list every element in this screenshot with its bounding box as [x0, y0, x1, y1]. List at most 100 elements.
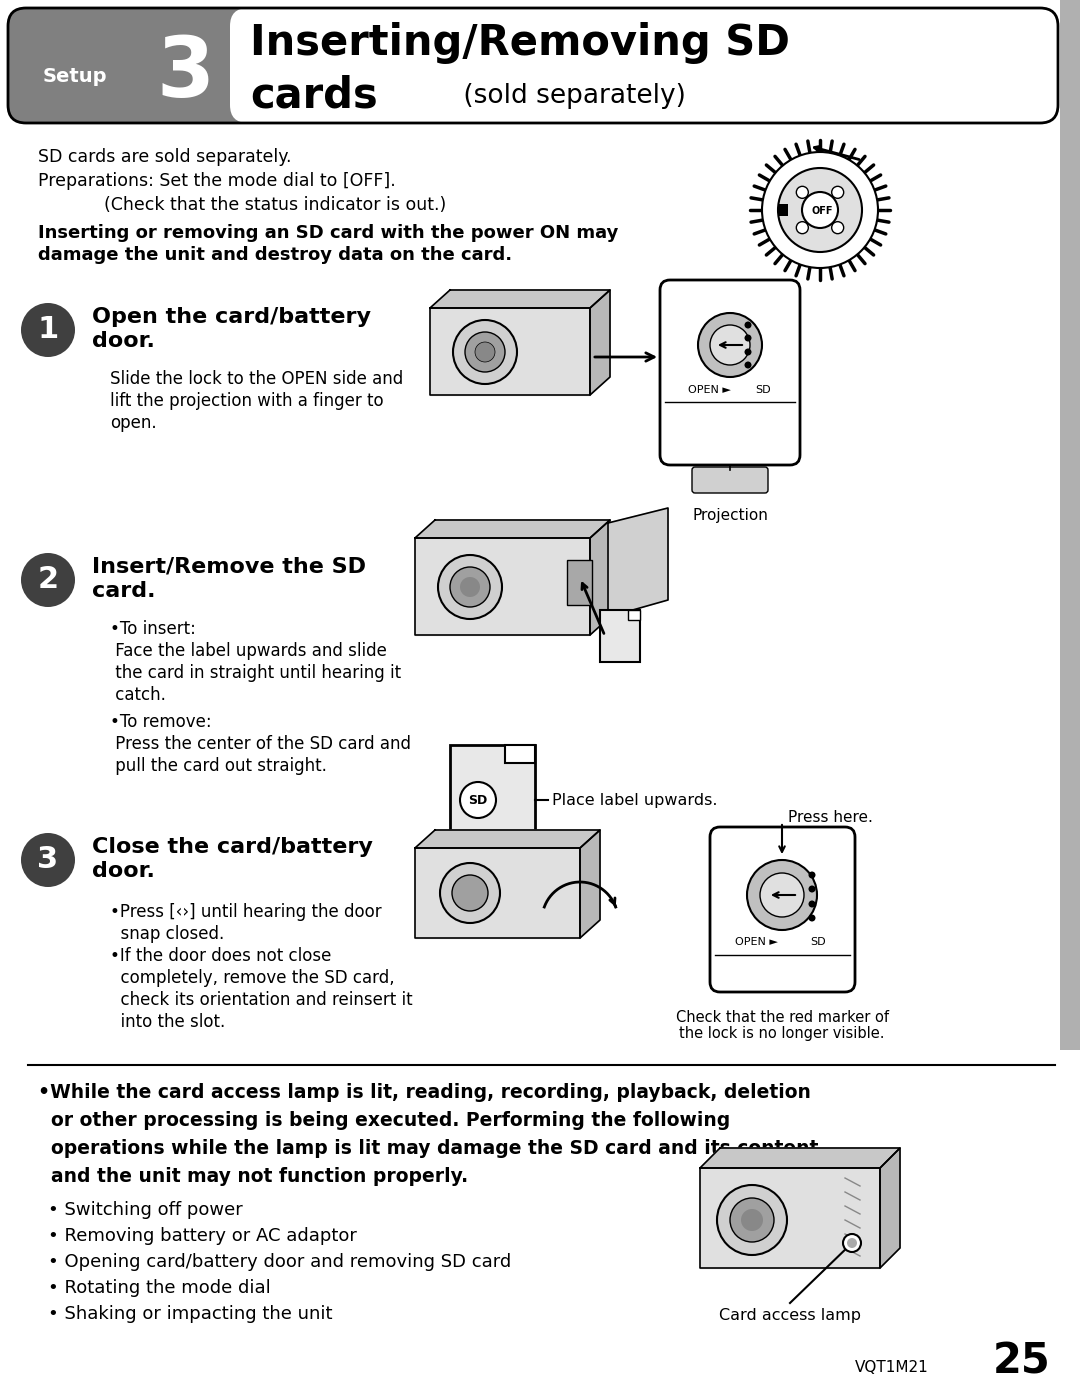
- Text: SD: SD: [469, 793, 488, 806]
- Text: OPEN ►: OPEN ►: [735, 937, 778, 947]
- Circle shape: [460, 782, 496, 819]
- Text: Inserting/Removing SD: Inserting/Removing SD: [249, 22, 789, 64]
- Text: 1: 1: [38, 316, 58, 345]
- Text: 3: 3: [156, 32, 214, 113]
- Text: Projection: Projection: [692, 509, 768, 522]
- FancyBboxPatch shape: [692, 467, 768, 493]
- Bar: [600, 610, 640, 662]
- Text: SD cards are sold separately.: SD cards are sold separately.: [38, 148, 292, 166]
- FancyBboxPatch shape: [230, 8, 1058, 123]
- Text: •To remove:: •To remove:: [110, 712, 212, 731]
- Circle shape: [744, 321, 752, 328]
- FancyBboxPatch shape: [660, 279, 800, 465]
- Text: • Removing battery or AC adaptor: • Removing battery or AC adaptor: [48, 1227, 356, 1245]
- Bar: [567, 560, 592, 605]
- Circle shape: [809, 901, 815, 908]
- Circle shape: [440, 863, 500, 923]
- Text: SD: SD: [755, 386, 771, 395]
- Bar: [505, 745, 535, 763]
- Circle shape: [717, 1185, 787, 1255]
- Text: damage the unit and destroy data on the card.: damage the unit and destroy data on the …: [38, 246, 512, 264]
- Text: the lock is no longer visible.: the lock is no longer visible.: [679, 1025, 885, 1041]
- Text: door.: door.: [92, 861, 154, 882]
- Text: Insert/Remove the SD: Insert/Remove the SD: [92, 557, 366, 577]
- Polygon shape: [415, 538, 590, 636]
- Circle shape: [453, 320, 517, 384]
- Text: door.: door.: [92, 331, 154, 351]
- Polygon shape: [415, 848, 580, 937]
- Circle shape: [465, 332, 505, 372]
- Circle shape: [809, 915, 815, 922]
- Circle shape: [741, 1208, 762, 1231]
- Text: 25: 25: [993, 1341, 1050, 1383]
- Bar: [627, 610, 640, 620]
- Circle shape: [796, 186, 808, 198]
- Polygon shape: [590, 291, 610, 395]
- Text: the card in straight until hearing it: the card in straight until hearing it: [110, 664, 401, 682]
- Bar: [778, 204, 788, 217]
- Circle shape: [21, 833, 75, 887]
- Text: Press here.: Press here.: [787, 809, 873, 824]
- Circle shape: [843, 1234, 861, 1252]
- Circle shape: [762, 152, 878, 268]
- Text: • Switching off power: • Switching off power: [48, 1201, 243, 1220]
- Circle shape: [809, 886, 815, 893]
- Text: • Rotating the mode dial: • Rotating the mode dial: [48, 1280, 271, 1296]
- Text: Place label upwards.: Place label upwards.: [552, 792, 717, 807]
- Circle shape: [450, 567, 490, 608]
- Bar: [450, 745, 535, 854]
- Polygon shape: [430, 291, 610, 307]
- Text: into the slot.: into the slot.: [110, 1013, 226, 1031]
- Text: 2: 2: [38, 566, 58, 595]
- Circle shape: [778, 168, 862, 251]
- Circle shape: [21, 553, 75, 608]
- Text: Close the card/battery: Close the card/battery: [92, 837, 373, 856]
- Polygon shape: [415, 830, 600, 848]
- Text: •To insert:: •To insert:: [110, 620, 195, 638]
- Polygon shape: [580, 830, 600, 937]
- Text: • Opening card/battery door and removing SD card: • Opening card/battery door and removing…: [48, 1253, 511, 1271]
- Bar: [1059, 0, 1080, 1051]
- Circle shape: [832, 186, 843, 198]
- Polygon shape: [430, 307, 590, 395]
- Text: open.: open.: [110, 414, 157, 432]
- Circle shape: [460, 577, 480, 597]
- Text: (Check that the status indicator is out.): (Check that the status indicator is out.…: [38, 196, 446, 214]
- Text: or other processing is being executed. Performing the following: or other processing is being executed. P…: [38, 1111, 730, 1130]
- Circle shape: [475, 342, 495, 362]
- Circle shape: [796, 222, 808, 233]
- Text: Card access lamp: Card access lamp: [719, 1308, 861, 1323]
- Circle shape: [760, 873, 804, 916]
- Polygon shape: [590, 520, 610, 636]
- Text: Open the card/battery: Open the card/battery: [92, 307, 372, 327]
- Text: Setup: Setup: [43, 67, 107, 85]
- Circle shape: [809, 872, 815, 879]
- Text: OFF: OFF: [811, 205, 833, 217]
- Circle shape: [744, 348, 752, 355]
- Text: •While the card access lamp is lit, reading, recording, playback, deletion: •While the card access lamp is lit, read…: [38, 1083, 811, 1102]
- Text: Slide the lock to the OPEN side and: Slide the lock to the OPEN side and: [110, 370, 403, 388]
- Text: (sold separately): (sold separately): [455, 82, 686, 109]
- Text: Face the label upwards and slide: Face the label upwards and slide: [110, 643, 387, 659]
- FancyBboxPatch shape: [8, 8, 1058, 123]
- Text: •Press [‹›] until hearing the door: •Press [‹›] until hearing the door: [110, 902, 381, 921]
- Text: Preparations: Set the mode dial to [OFF].: Preparations: Set the mode dial to [OFF]…: [38, 172, 395, 190]
- Circle shape: [744, 334, 752, 341]
- Text: cards: cards: [249, 75, 378, 117]
- Text: operations while the lamp is lit may damage the SD card and its content: operations while the lamp is lit may dam…: [38, 1139, 819, 1158]
- Text: OPEN ►: OPEN ►: [688, 386, 731, 395]
- Circle shape: [802, 191, 838, 228]
- Text: catch.: catch.: [110, 686, 166, 704]
- Text: and the unit may not function properly.: and the unit may not function properly.: [38, 1166, 468, 1186]
- Text: Press the center of the SD card and: Press the center of the SD card and: [110, 735, 411, 753]
- Polygon shape: [415, 520, 610, 538]
- Text: 3: 3: [38, 845, 58, 875]
- Circle shape: [453, 875, 488, 911]
- Text: •If the door does not close: •If the door does not close: [110, 947, 332, 965]
- Text: card.: card.: [92, 581, 156, 601]
- Polygon shape: [880, 1148, 900, 1268]
- Circle shape: [744, 362, 752, 369]
- Text: snap closed.: snap closed.: [110, 925, 225, 943]
- Circle shape: [747, 861, 816, 930]
- Circle shape: [832, 222, 843, 233]
